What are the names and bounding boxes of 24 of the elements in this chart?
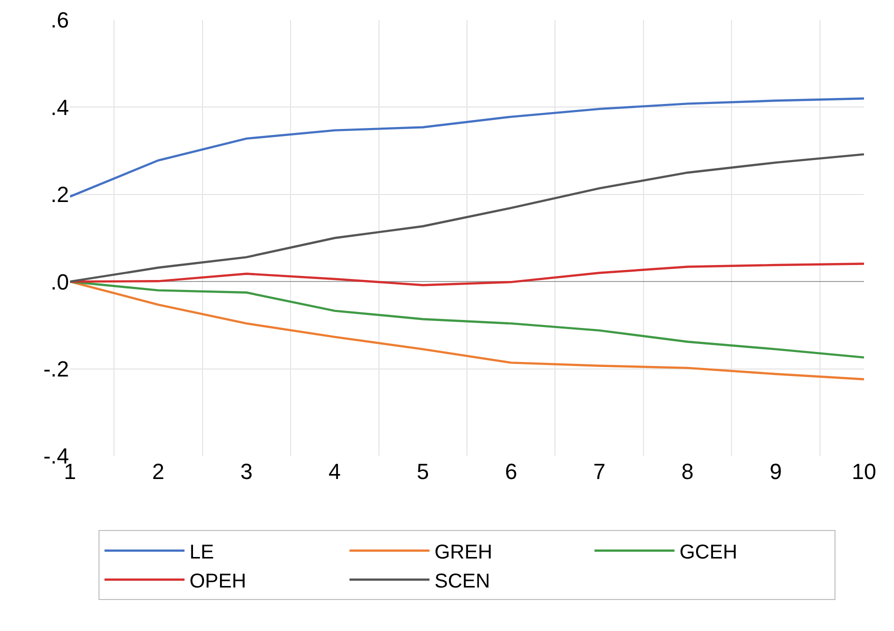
legend-label: OPEH bbox=[190, 570, 246, 592]
line-series bbox=[70, 280, 864, 359]
line-series bbox=[70, 153, 864, 283]
x-tick-label: 8 bbox=[681, 459, 694, 484]
x-tick-label: 4 bbox=[328, 459, 341, 484]
x-tick-label: 2 bbox=[152, 459, 164, 484]
x-tick-label: 10 bbox=[852, 459, 876, 484]
x-tick-label: 3 bbox=[240, 459, 253, 484]
legend-label: LE bbox=[190, 541, 214, 564]
y-tick-label: .2 bbox=[50, 182, 69, 208]
y-tick-label: .6 bbox=[50, 8, 69, 33]
line-series bbox=[70, 97, 864, 198]
x-tick-label: 5 bbox=[416, 459, 430, 484]
y-tick-label: .4 bbox=[50, 94, 69, 120]
y-tick-label: -.2 bbox=[43, 356, 69, 382]
x-tick-label: 9 bbox=[770, 459, 782, 484]
x-tick-label: 6 bbox=[504, 459, 518, 484]
x-tick-label: 7 bbox=[593, 459, 606, 484]
legend-label: GCEH bbox=[680, 541, 738, 564]
legend-label: SCEN bbox=[434, 570, 490, 592]
y-tick-label: .0 bbox=[50, 269, 69, 294]
legend-label: GREH bbox=[434, 541, 492, 564]
line-series bbox=[70, 262, 864, 286]
line-series bbox=[70, 280, 864, 380]
